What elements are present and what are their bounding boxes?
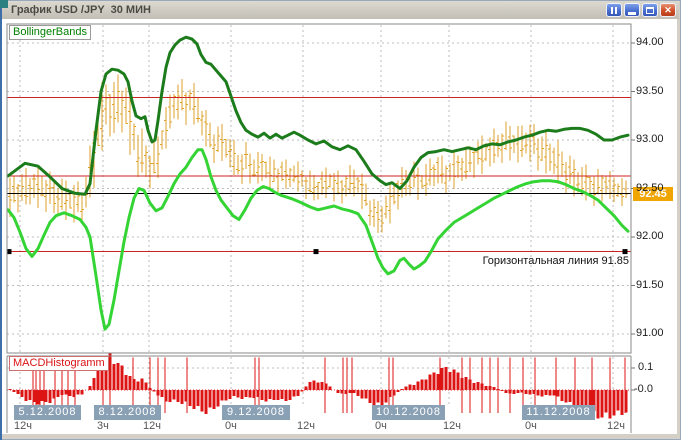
window-title: График USD /JPY 30 МИН (11, 4, 151, 16)
panel-borders (6, 23, 635, 433)
minimize-icon (628, 11, 636, 15)
titlebar: График USD /JPY 30 МИН ✕ (2, 1, 679, 19)
bollinger-upper-band-line (6, 35, 630, 196)
window-controls: ✕ (606, 3, 676, 17)
gridlines (7, 25, 631, 404)
macd-histogram-bars (8, 353, 628, 419)
maximize-button[interactable] (642, 3, 658, 17)
maximize-icon (646, 6, 654, 14)
pause-icon (611, 6, 613, 14)
minimize-button[interactable] (624, 3, 640, 17)
bollinger-lower-band-line (6, 148, 630, 331)
pause-button[interactable] (606, 3, 622, 17)
price-bars (8, 74, 628, 233)
window-left-border (0, 0, 2, 440)
selected-horizontal-line-91-85[interactable] (6, 249, 632, 255)
window-corner-icon (0, 0, 8, 8)
close-button[interactable]: ✕ (660, 3, 676, 17)
close-icon: ✕ (664, 4, 672, 15)
